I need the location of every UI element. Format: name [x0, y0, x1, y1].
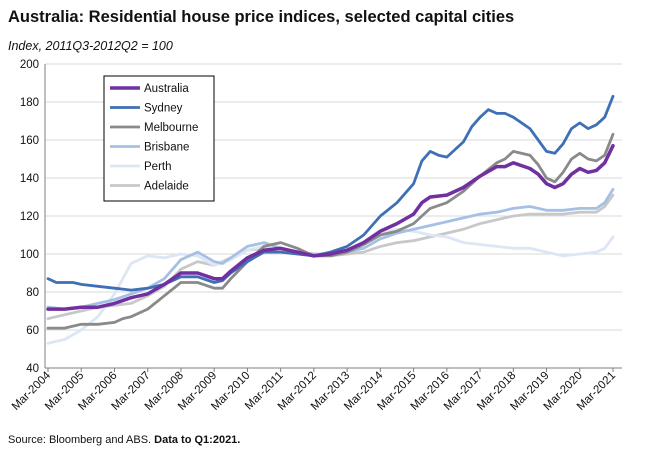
series-line-australia: [46, 143, 615, 311]
chart-subtitle: Index, 2011Q3-2012Q2 = 100: [8, 39, 173, 53]
y-tick-label: 100: [20, 249, 39, 261]
y-tick-label: 160: [20, 135, 39, 147]
legend-label-perth: Perth: [144, 161, 172, 173]
series-lines: [46, 94, 615, 345]
chart-title: Australia: Residential house price indic…: [8, 8, 515, 26]
legend-label-adelaide: Adelaide: [144, 181, 189, 193]
y-axis-ticks: 40 60 80 100 120 140 160 180 200: [20, 59, 39, 375]
x-axis-ticks: Mar-2004Mar-2005Mar-2006Mar-2007Mar-2008…: [10, 368, 618, 413]
y-tick-label: 200: [20, 59, 39, 71]
y-tick-label: 40: [26, 363, 39, 375]
y-tick-label: 180: [20, 97, 39, 109]
source-note: Source: Bloomberg and ABS. Data to Q1:20…: [8, 434, 240, 446]
legend-label-brisbane: Brisbane: [144, 142, 189, 154]
y-tick-label: 120: [20, 211, 39, 223]
series-line-perth: [46, 227, 615, 345]
y-tick-label: 80: [26, 287, 39, 299]
y-tick-label: 140: [20, 173, 39, 185]
y-tick-label: 60: [26, 325, 39, 337]
line-chart: 40 60 80 100 120 140 160 180 200 Mar-2004Mar-200…: [10, 59, 622, 413]
legend-box: [103, 75, 215, 202]
legend-label-australia: Australia: [144, 83, 189, 95]
legend-label-melbourne: Melbourne: [144, 122, 198, 134]
legend: Australia Sydney Melbourne Brisbane Perth Ade…: [103, 75, 215, 202]
axes: [44, 64, 622, 369]
source-text: Source: Bloomberg and ABS.: [8, 434, 152, 446]
legend-label-sydney: Sydney: [144, 103, 183, 115]
data-note: Data to Q1:2021.: [154, 434, 241, 446]
